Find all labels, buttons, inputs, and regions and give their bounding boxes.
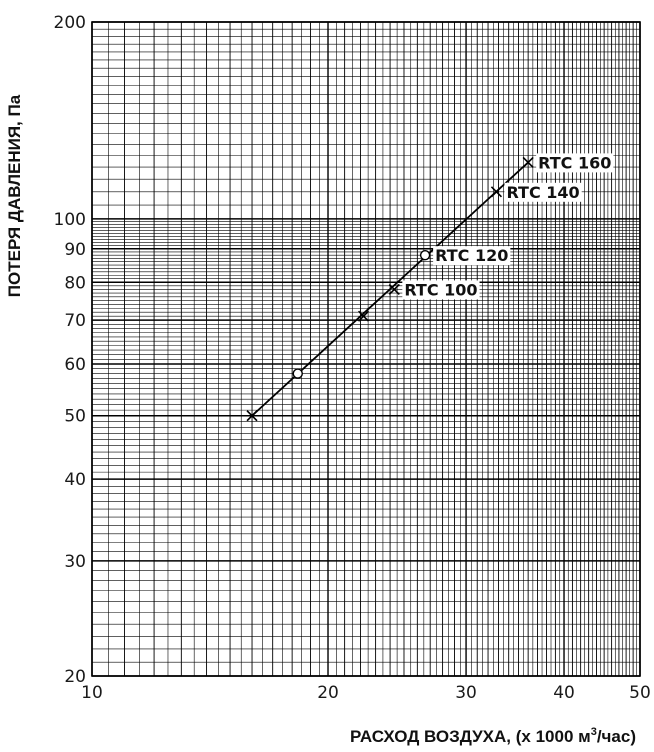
x-axis-label: РАСХОД ВОЗДУХА, (x 1000 м3/час) bbox=[350, 726, 636, 746]
series-annotation: RTC 100 bbox=[404, 280, 477, 299]
y-tick-label: 60 bbox=[64, 355, 86, 375]
x-tick-label: 20 bbox=[317, 683, 339, 703]
data-point-cross bbox=[522, 156, 534, 168]
y-tick-label: 40 bbox=[64, 470, 86, 490]
annotation-bg bbox=[433, 246, 511, 266]
x-axis-label-main: РАСХОД ВОЗДУХА, (x 1000 м bbox=[350, 727, 591, 746]
data-point-cross bbox=[388, 283, 400, 296]
data-point-cross bbox=[246, 410, 258, 422]
plot-frame bbox=[91, 21, 641, 677]
x-tick-label: 30 bbox=[455, 683, 477, 703]
annotation-bg bbox=[402, 280, 480, 300]
y-tick-label: 50 bbox=[64, 407, 86, 427]
y-axis-label: ПОТЕРЯ ДАВЛЕНИЯ, Па bbox=[5, 94, 24, 297]
grid-minor bbox=[92, 22, 640, 676]
x-axis-label-tail: /час) bbox=[597, 727, 636, 746]
data-point-cross bbox=[490, 186, 503, 198]
data-point-circle bbox=[419, 249, 431, 261]
y-tick-label: 200 bbox=[54, 13, 86, 33]
x-tick-labels: 10 20 30 40 50 bbox=[81, 683, 651, 703]
x-tick-label: 10 bbox=[81, 683, 103, 703]
grid-major bbox=[91, 21, 641, 677]
y-tick-label: 90 bbox=[64, 240, 86, 260]
series-annotation: RTC 160 bbox=[538, 153, 611, 172]
y-tick-label: 20 bbox=[64, 667, 86, 687]
y-tick-label: 100 bbox=[54, 210, 86, 230]
x-axis-label-superscript: 3 bbox=[591, 726, 597, 738]
data-point-cross bbox=[357, 310, 370, 322]
annotation-layer: RTC 100 RTC 120 RTC 140 RTC 160 bbox=[402, 153, 614, 300]
y-tick-label: 70 bbox=[64, 311, 86, 331]
y-tick-labels: 20 30 40 50 60 70 80 90 100 200 bbox=[54, 13, 86, 687]
annotation-bg bbox=[504, 182, 582, 202]
annotation-bg bbox=[536, 153, 614, 173]
x-tick-label: 40 bbox=[553, 683, 575, 703]
marker-layer bbox=[246, 156, 534, 422]
series-annotation: RTC 120 bbox=[435, 246, 508, 265]
y-tick-label: 80 bbox=[64, 273, 86, 293]
y-tick-label: 30 bbox=[64, 552, 86, 572]
data-point-circle bbox=[292, 368, 303, 379]
series-annotation: RTC 140 bbox=[506, 183, 579, 202]
x-tick-label: 50 bbox=[629, 683, 651, 703]
